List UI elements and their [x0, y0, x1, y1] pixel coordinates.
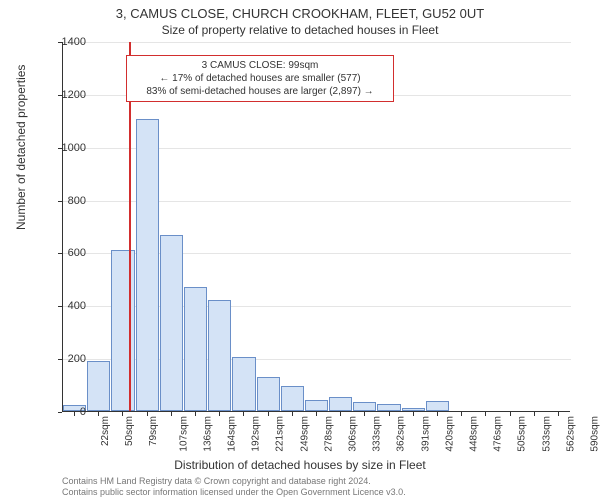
- x-tick-label: 107sqm: [178, 416, 189, 452]
- grid-line: [63, 42, 571, 43]
- x-tick-label: 590sqm: [589, 416, 600, 452]
- x-tick-mark: [243, 412, 244, 416]
- x-tick-mark: [292, 412, 293, 416]
- y-tick-mark: [58, 412, 62, 413]
- x-tick-label: 306sqm: [348, 416, 359, 452]
- footer-attribution: Contains HM Land Registry data © Crown c…: [62, 476, 406, 498]
- y-tick-label: 800: [46, 195, 86, 207]
- x-tick-mark: [268, 412, 269, 416]
- y-tick-label: 0: [46, 406, 86, 418]
- y-tick-mark: [58, 201, 62, 202]
- x-tick-label: 50sqm: [124, 416, 135, 446]
- x-tick-mark: [122, 412, 123, 416]
- histogram-bar: [329, 397, 352, 411]
- footer-line-2: Contains public sector information licen…: [62, 487, 406, 498]
- x-tick-mark: [437, 412, 438, 416]
- x-tick-label: 333sqm: [372, 416, 383, 452]
- histogram-bar: [305, 400, 328, 411]
- histogram-bar: [426, 401, 449, 411]
- x-tick-mark: [510, 412, 511, 416]
- histogram-bar: [87, 361, 110, 411]
- y-tick-label: 200: [46, 353, 86, 365]
- histogram-bar: [377, 404, 400, 411]
- chart-subtitle: Size of property relative to detached ho…: [0, 21, 600, 37]
- footer-line-1: Contains HM Land Registry data © Crown c…: [62, 476, 406, 487]
- x-tick-mark: [558, 412, 559, 416]
- x-tick-label: 505sqm: [517, 416, 528, 452]
- x-tick-mark: [195, 412, 196, 416]
- x-tick-label: 164sqm: [227, 416, 238, 452]
- histogram-bar: [136, 119, 159, 411]
- x-tick-label: 562sqm: [565, 416, 576, 452]
- histogram-bar: [257, 377, 280, 411]
- annotation-line: ← 17% of detached houses are smaller (57…: [133, 72, 387, 85]
- y-tick-label: 400: [46, 300, 86, 312]
- y-tick-label: 600: [46, 247, 86, 259]
- x-tick-mark: [219, 412, 220, 416]
- x-tick-label: 448sqm: [469, 416, 480, 452]
- y-tick-mark: [58, 148, 62, 149]
- x-tick-label: 192sqm: [251, 416, 262, 452]
- x-tick-label: 476sqm: [493, 416, 504, 452]
- x-tick-mark: [316, 412, 317, 416]
- histogram-bar: [160, 235, 183, 411]
- y-tick-mark: [58, 253, 62, 254]
- x-tick-label: 278sqm: [323, 416, 334, 452]
- histogram-bar: [353, 402, 376, 411]
- x-tick-mark: [74, 412, 75, 416]
- chart-title: 3, CAMUS CLOSE, CHURCH CROOKHAM, FLEET, …: [0, 0, 600, 21]
- x-tick-mark: [461, 412, 462, 416]
- histogram-bar: [402, 408, 425, 411]
- y-tick-label: 1400: [46, 36, 86, 48]
- x-tick-mark: [340, 412, 341, 416]
- x-tick-mark: [534, 412, 535, 416]
- x-tick-label: 221sqm: [275, 416, 286, 452]
- histogram-bar: [111, 250, 134, 411]
- x-tick-label: 420sqm: [444, 416, 455, 452]
- chart-container: 3, CAMUS CLOSE, CHURCH CROOKHAM, FLEET, …: [0, 0, 600, 500]
- x-tick-mark: [389, 412, 390, 416]
- x-tick-label: 136sqm: [202, 416, 213, 452]
- y-tick-mark: [58, 359, 62, 360]
- y-tick-mark: [58, 95, 62, 96]
- y-tick-mark: [58, 42, 62, 43]
- y-tick-label: 1200: [46, 89, 86, 101]
- y-tick-mark: [58, 306, 62, 307]
- y-axis-label: Number of detached properties: [14, 65, 28, 230]
- x-tick-label: 79sqm: [148, 416, 159, 446]
- x-tick-mark: [147, 412, 148, 416]
- x-tick-mark: [413, 412, 414, 416]
- y-tick-label: 1000: [46, 142, 86, 154]
- x-tick-mark: [171, 412, 172, 416]
- x-tick-label: 533sqm: [541, 416, 552, 452]
- x-axis-label: Distribution of detached houses by size …: [0, 458, 600, 472]
- histogram-bar: [208, 300, 231, 411]
- x-tick-mark: [364, 412, 365, 416]
- histogram-bar: [184, 287, 207, 411]
- annotation-line: 3 CAMUS CLOSE: 99sqm: [133, 59, 387, 72]
- annotation-box: 3 CAMUS CLOSE: 99sqm← 17% of detached ho…: [126, 55, 394, 102]
- x-tick-label: 391sqm: [420, 416, 431, 452]
- histogram-bar: [232, 357, 255, 411]
- x-tick-label: 362sqm: [396, 416, 407, 452]
- x-tick-label: 22sqm: [100, 416, 111, 446]
- x-tick-label: 249sqm: [299, 416, 310, 452]
- x-tick-mark: [485, 412, 486, 416]
- annotation-line: 83% of semi-detached houses are larger (…: [133, 85, 387, 98]
- histogram-bar: [281, 386, 304, 411]
- x-tick-mark: [98, 412, 99, 416]
